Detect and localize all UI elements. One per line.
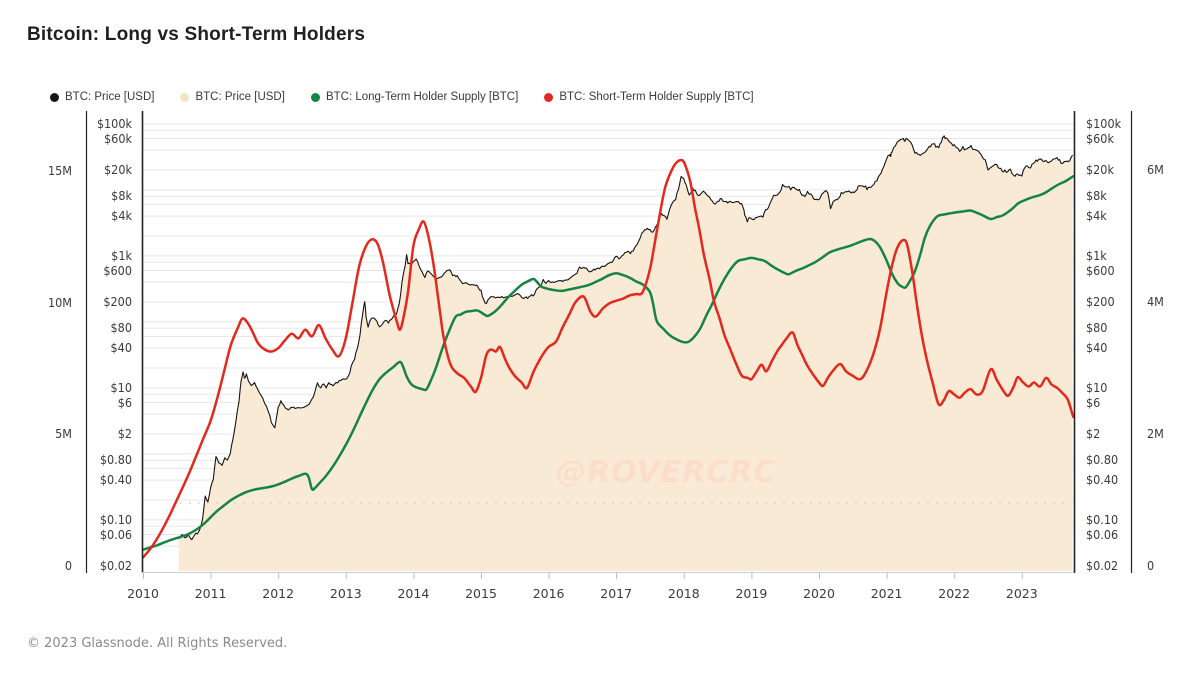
price-axis-tick-right: $0.80: [1086, 452, 1119, 468]
page-title: Bitcoin: Long vs Short-Term Holders: [27, 24, 366, 45]
price-axis-tick-left: $0.80: [99, 452, 132, 468]
x-axis-year-label: 2016: [532, 586, 565, 601]
price-axis-tick-left: $6: [117, 394, 132, 410]
price-axis-tick-right: $60k: [1086, 130, 1114, 146]
x-axis-year-label: 2017: [600, 586, 633, 601]
legend-item-3[interactable]: BTC: Short-Term Holder Supply [BTC]: [544, 91, 754, 103]
price-axis-tick-right: $0.02: [1086, 558, 1119, 573]
price-line: [178, 135, 1073, 541]
price-area-fill: [178, 135, 1073, 572]
legend-item-label: BTC: Price [USD]: [65, 91, 155, 103]
price-axis-tick-left: $0.40: [99, 472, 132, 488]
supply-axis-tick-right: 2M: [1147, 426, 1164, 441]
legend-item-label: BTC: Short-Term Holder Supply [BTC]: [559, 91, 754, 103]
price-axis-tick-left: $20k: [104, 162, 132, 177]
supply-axis-tick-right: 0: [1147, 558, 1155, 573]
legend: BTC: Price [USD] BTC: Price [USD] BTC: Lon…: [50, 91, 754, 103]
price-axis-tick-right: $20k: [1086, 162, 1114, 177]
price-axis-tick-left: $600: [103, 262, 132, 278]
legend-swatch-icon: [310, 92, 320, 102]
price-axis-tick-right: $80: [1086, 320, 1108, 336]
supply-axis-tick-right: 4M: [1147, 294, 1164, 309]
price-axis-tick-right: $0.06: [1086, 526, 1119, 542]
axis-lines: [85, 111, 1133, 579]
legend-item-0[interactable]: BTC: Price [USD]: [50, 91, 154, 103]
price-axis-tick-right: $1k: [1086, 247, 1107, 263]
price-axis-tick-left: $10: [110, 379, 132, 395]
price-axis-tick-right: $4k: [1086, 208, 1107, 224]
price-axis-tick-right: $100k: [1086, 115, 1122, 131]
price-axis-tick-left: $100k: [96, 115, 132, 131]
legend-item-label: BTC: Price [USD]: [195, 91, 285, 103]
price-axis-tick-right: $6: [1086, 394, 1101, 410]
x-axis-year-label: 2023: [1005, 586, 1038, 601]
price-axis-tick-right: $10: [1086, 379, 1108, 395]
price-axis-tick-left: $0.10: [99, 511, 132, 527]
price-axis-tick-left: $60k: [104, 130, 132, 146]
price-axis-tick-left: $4k: [111, 208, 132, 224]
price-axis-tick-left: $0.06: [99, 526, 132, 542]
x-axis-year-label: 2014: [397, 586, 430, 601]
price-axis-tick-right: $8k: [1086, 188, 1107, 204]
copyright-notice: © 2023 Glassnode. All Rights Reserved.: [27, 636, 288, 651]
legend-swatch-icon: [180, 92, 190, 102]
x-axis-year-label: 2010: [127, 586, 159, 601]
supply-axis-tick-right: 6M: [1147, 162, 1164, 177]
x-axis-year-label: 2021: [870, 586, 903, 601]
price-axis-tick-left: $40: [110, 340, 132, 356]
x-axis-year-label: 2020: [803, 586, 835, 601]
x-axis-year-label: 2018: [667, 586, 700, 601]
legend-item-2[interactable]: BTC: Long-Term Holder Supply [BTC]: [310, 91, 519, 103]
sth-supply-line: [141, 158, 1075, 559]
series-lines: [141, 135, 1075, 559]
price-axis-tick-right: $200: [1086, 294, 1115, 309]
watermark: @ROVERCRC: [556, 455, 777, 490]
legend-swatch-icon: [544, 92, 554, 102]
price-axis-tick-right: $0.40: [1086, 472, 1119, 488]
x-axis-year-label: 2011: [194, 586, 227, 601]
price-axis-tick-right: $40: [1086, 340, 1108, 356]
legend-swatch-icon: [50, 92, 59, 102]
legend-item-1[interactable]: BTC: Price [USD]: [180, 91, 285, 103]
price-axis-tick-left: $2: [117, 426, 132, 441]
supply-axis-tick-left: 10M: [47, 294, 72, 310]
supply-axis-tick-left: 15M: [47, 163, 72, 179]
price-axis-tick-left: $80: [110, 320, 132, 336]
x-axis-year-label: 2019: [735, 586, 768, 601]
supply-axis-tick-left: 5M: [55, 426, 72, 442]
price-axis-tick-left: $200: [103, 294, 132, 309]
price-axis-tick-right: $0.10: [1086, 511, 1119, 527]
x-axis-year-label: 2013: [329, 586, 362, 601]
supply-axis-tick-left: 0: [64, 558, 72, 573]
x-axis-year-label: 2015: [465, 586, 497, 601]
legend-item-label: BTC: Long-Term Holder Supply [BTC]: [325, 91, 519, 103]
price-axis-tick-left: $1k: [111, 247, 132, 263]
x-axis-year-label: 2012: [262, 586, 295, 601]
lth-supply-line: [141, 175, 1075, 551]
price-axis-tick-left: $8k: [111, 188, 132, 204]
price-axis-tick-right: $600: [1086, 262, 1115, 278]
price-axis-tick-right: $2: [1086, 426, 1101, 441]
price-axis-tick-left: $0.02: [99, 558, 132, 573]
x-axis-year-label: 2022: [938, 586, 971, 601]
